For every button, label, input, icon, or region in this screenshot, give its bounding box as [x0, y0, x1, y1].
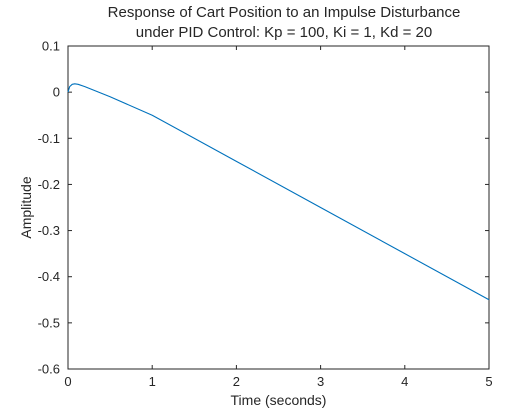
- y-tick-label: -0.6: [38, 362, 60, 377]
- y-tick-label: 0: [53, 85, 60, 100]
- y-tick-label: 0.1: [42, 39, 60, 54]
- y-axis-label: Amplitude: [18, 176, 34, 238]
- y-tick-label: -0.5: [38, 315, 60, 330]
- y-tick-label: -0.3: [38, 223, 60, 238]
- x-tick-label: 4: [401, 374, 408, 389]
- x-tick-label: 1: [149, 374, 156, 389]
- y-tick-label: -0.2: [38, 177, 60, 192]
- x-tick-label: 2: [233, 374, 240, 389]
- y-tick-label: -0.4: [38, 269, 60, 284]
- chart-title: Response of Cart Position to an Impulse …: [108, 4, 461, 21]
- x-tick-label: 3: [317, 374, 324, 389]
- chart-subtitle: under PID Control: Kp = 100, Ki = 1, Kd …: [136, 24, 432, 41]
- x-axis-ticks: 0 1 2 3 4 5: [64, 46, 493, 389]
- x-tick-label: 0: [64, 374, 71, 389]
- x-axis-label: Time (seconds): [231, 392, 327, 408]
- y-tick-label: -0.1: [38, 131, 60, 146]
- y-axis-ticks: 0.1 0 -0.1 -0.2 -0.3 -0.4 -0.5 -0.6: [38, 39, 489, 377]
- series-line-0: [67, 83, 490, 301]
- x-tick-label: 5: [485, 374, 492, 389]
- plot-area: [67, 45, 490, 370]
- series-layer: [67, 83, 490, 301]
